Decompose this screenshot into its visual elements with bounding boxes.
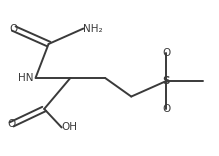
Text: O: O [10, 24, 18, 34]
Text: NH₂: NH₂ [83, 24, 103, 34]
Text: O: O [162, 48, 170, 58]
Text: HN: HN [18, 73, 33, 83]
Text: OH: OH [62, 122, 78, 132]
Text: S: S [162, 76, 170, 86]
Text: O: O [7, 119, 16, 129]
Text: O: O [162, 104, 170, 114]
